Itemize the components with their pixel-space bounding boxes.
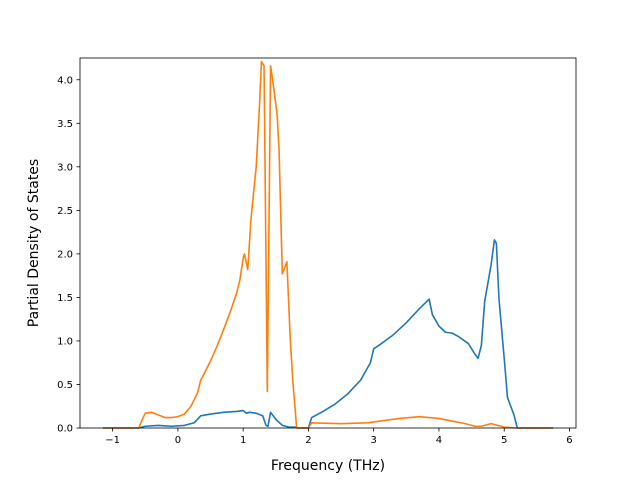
y-tick-label: 4.0: [57, 75, 73, 86]
y-tick-label: 0.0: [57, 424, 73, 435]
y-tick-label: 2.5: [57, 206, 73, 217]
y-tick-label: 3.0: [57, 162, 73, 173]
y-tick-label: 0.5: [57, 380, 73, 391]
y-tick-label: 1.5: [57, 293, 73, 304]
plot-lines: [102, 60, 554, 429]
series-line-2: [102, 60, 554, 429]
x-tick-label: 0: [175, 435, 181, 446]
y-axis-label: Partial Density of States: [26, 159, 42, 327]
axes-frame: [79, 57, 577, 429]
series-line-1: [102, 239, 554, 429]
x-tick-label: 4: [436, 435, 442, 446]
x-tick-label: 3: [370, 435, 376, 446]
x-axis-label: Frequency (THz): [271, 458, 385, 474]
x-tick-label: 5: [501, 435, 507, 446]
x-tick-label: 6: [566, 435, 572, 446]
x-axis-ticks: −1 0 1 2 3 4 5 6: [105, 428, 573, 446]
y-tick-label: 3.5: [57, 119, 73, 130]
y-tick-label: 2.0: [57, 249, 73, 260]
y-axis-ticks: 0.0 0.5 1.0 1.5 2.0 2.5 3.0 3.5 4.0: [57, 75, 80, 435]
x-tick-label: 2: [305, 435, 311, 446]
y-tick-label: 1.0: [57, 336, 73, 347]
x-tick-label: 1: [240, 435, 246, 446]
x-tick-label: −1: [105, 435, 120, 446]
